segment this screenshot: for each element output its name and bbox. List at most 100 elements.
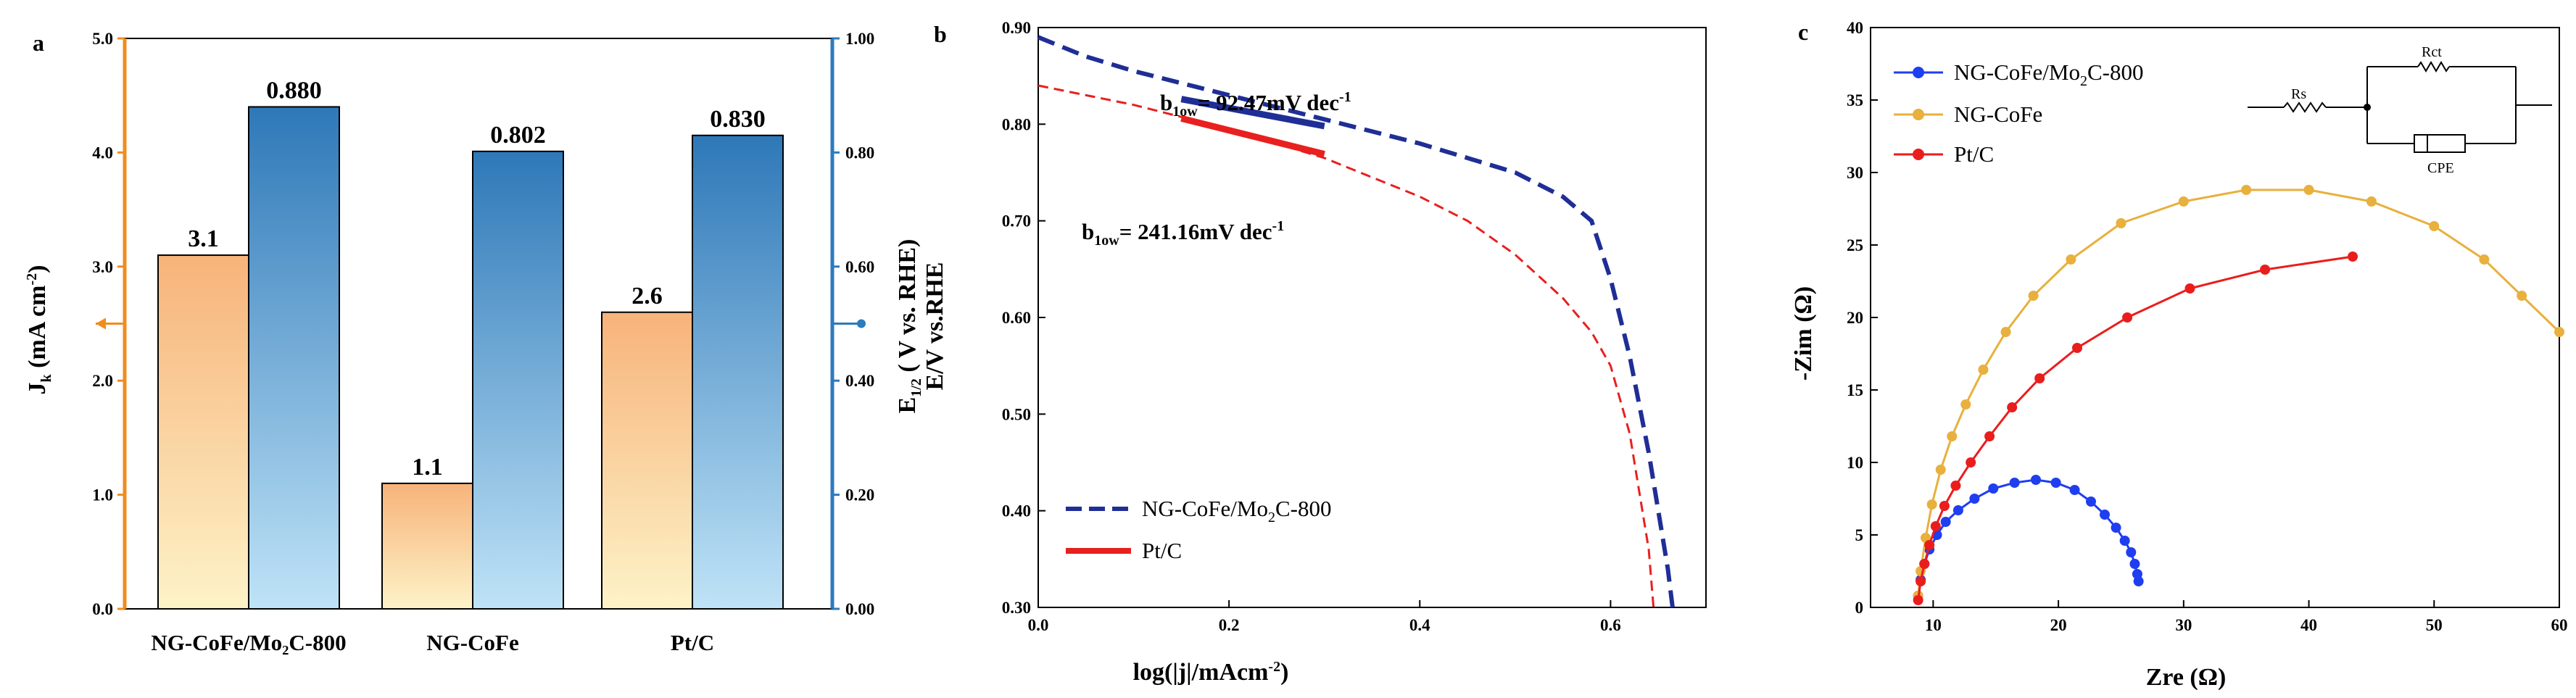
x-tick-label: 0.0 (1028, 616, 1049, 634)
left-tick-label: 4.0 (92, 144, 113, 162)
y-tick-label: 0.90 (1002, 19, 1031, 37)
left-tick-label: 3.0 (92, 258, 113, 276)
y-tick-label: 0.80 (1002, 115, 1031, 133)
x-tick-label: 0.6 (1600, 616, 1621, 634)
panel-a-axes: 0.0 1.0 2.0 3.0 4.0 5.0 0.00 0.20 0.40 0.60 0.80 1.… (92, 30, 874, 618)
x-tick-label: 20 (2050, 616, 2067, 634)
circuit-label-rct: Rct (2422, 44, 2442, 60)
y-tick-label: 0.50 (1002, 405, 1031, 423)
data-label-e12: 0.802 (490, 122, 546, 149)
y-tick-label: 35 (1847, 91, 1863, 109)
equivalent-circuit-inset (2248, 61, 2552, 153)
y-tick-label: 10 (1847, 454, 1863, 472)
data-point (1984, 431, 1995, 441)
data-point (1988, 483, 1999, 494)
panel-a-label: a (33, 30, 44, 56)
panel-b-plot: 0.0 0.2 0.4 0.6 0.30 0.40 0.50 0.60 0.70 0.80 0.90 (1002, 19, 1707, 634)
data-point (2517, 291, 2527, 301)
x-tick-label: 0.4 (1409, 616, 1430, 634)
data-point (2028, 291, 2039, 301)
category-label: Pt/C (671, 630, 714, 655)
data-point (2034, 373, 2045, 383)
panel-a-y2label: E1/2 ( V vs. RHE) (894, 239, 924, 414)
y-tick-label: 40 (1847, 19, 1863, 37)
data-point (2479, 254, 2490, 265)
data-point (2119, 536, 2130, 546)
data-point (2126, 547, 2137, 557)
data-point (2100, 510, 2110, 520)
x-tick-label: 40 (2300, 616, 2317, 634)
data-point (2129, 559, 2140, 569)
panel-b-ylabel: E/V vs.RHE (922, 262, 948, 391)
right-pointer-dot-icon (857, 319, 866, 328)
x-tick-label: 10 (1925, 616, 1942, 634)
data-point (2260, 265, 2271, 275)
tafel-fit-line (1180, 96, 1325, 130)
bar-jk (601, 311, 693, 610)
y-tick-label: 0.40 (1002, 502, 1031, 520)
panel-a-bars: 3.1 0.880 NG-CoFe/Mo₂C-800 1.1 0.802 NG-CoFe 2… (151, 77, 784, 655)
circuit-label-rs: Rs (2291, 86, 2306, 102)
x-tick-label: 60 (2551, 616, 2568, 634)
data-label-e12: 0.880 (266, 77, 322, 104)
data-point (2009, 478, 2020, 488)
data-point (1926, 499, 1937, 510)
y-tick-label: 5 (1855, 526, 1864, 544)
data-point (2122, 312, 2133, 323)
data-point (1940, 517, 1951, 527)
data-point (2072, 343, 2082, 353)
data-label-jk: 1.1 (412, 454, 443, 481)
legend-text-c-ngcofe: NG-CoFe (1954, 101, 2042, 127)
data-point (1960, 399, 1971, 410)
left-arrow-icon (96, 317, 106, 330)
y-tick-label: 15 (1847, 381, 1863, 399)
data-point (1924, 540, 1935, 550)
y-tick-label: 30 (1847, 164, 1863, 182)
y-tick-label: 20 (1847, 309, 1863, 327)
panel-c-xlabel: Zre (Ω) (2146, 664, 2227, 691)
panel-a: a 3.1 0.880 NG-CoFe/Mo₂C-800 1.1 0.802 NG-CoF… (24, 30, 874, 655)
data-point (1913, 595, 1923, 605)
data-point (2133, 576, 2144, 586)
data-point (2366, 196, 2377, 207)
cpe-element-icon (2414, 134, 2466, 153)
circuit-label-cpe: CPE (2427, 160, 2454, 176)
legend-text-c-ngcofe-mo2c: NG-CoFe/Mo2C-800 (1954, 59, 2143, 89)
left-tick-label: 0.0 (92, 600, 113, 618)
panel-b-xlabel: log(|j|/mAcm-2) (1133, 659, 1289, 686)
y-tick-label: 0.30 (1002, 599, 1031, 617)
x-tick-label: 30 (2175, 616, 2192, 634)
data-point (1939, 501, 1950, 511)
data-point (2069, 485, 2080, 495)
panel-c-plot: 10 20 30 40 50 60 0 5 10 15 20 25 30 35 40 (1847, 19, 2568, 634)
panel-b: b E1/2 ( V vs. RHE) E/V vs.RHE 0.0 0.2 0.4… (894, 19, 1707, 686)
left-tick-label: 2.0 (92, 372, 113, 390)
bar-e12 (248, 106, 340, 610)
data-point (2184, 283, 2195, 294)
bar-e12 (472, 150, 564, 610)
legend-marker-c-ngcofe-mo2c (1913, 67, 1924, 78)
resistor-rs-icon (2283, 101, 2327, 113)
right-tick-label: 0.00 (845, 600, 874, 618)
data-point (1930, 521, 1941, 531)
y-tick-label: 0 (1855, 599, 1864, 617)
data-point (2111, 523, 2121, 533)
data-point (2031, 475, 2041, 485)
x-tick-label: 0.2 (1219, 616, 1240, 634)
category-label: NG-CoFe (426, 630, 518, 655)
data-point (2178, 196, 2189, 207)
data-point (2554, 327, 2564, 337)
left-tick-label: 1.0 (92, 486, 113, 504)
data-point (2000, 327, 2011, 337)
tafel-fit-line (1180, 115, 1325, 158)
series-line (1038, 84, 1655, 608)
tafel-label-ngcofe-mo2c: b1ow= 92.47mV dec-1 (1160, 89, 1351, 120)
data-point (2241, 185, 2252, 195)
panel-b-label: b (934, 21, 947, 47)
tafel-label-ptc: b1ow= 241.16mV dec-1 (1082, 218, 1284, 249)
series-line (1917, 478, 2140, 597)
series-line (1917, 188, 2561, 597)
y-tick-label: 0.70 (1002, 212, 1031, 230)
